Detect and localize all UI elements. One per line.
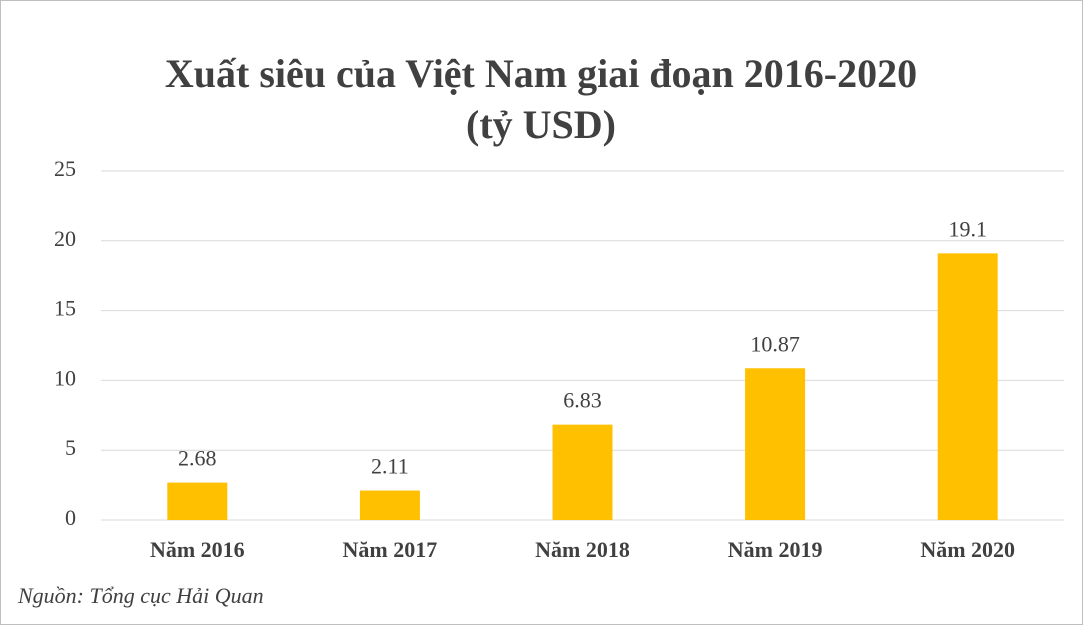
chart-title: Xuất siêu của Việt Nam giai đoạn 2016-20…	[165, 51, 917, 96]
x-tick-label: Năm 2020	[920, 537, 1015, 562]
x-tick-label: Năm 2016	[150, 537, 245, 562]
y-tick-label: 20	[54, 226, 76, 251]
chart-title: (tỷ USD)	[466, 102, 616, 147]
x-tick-label: Năm 2017	[343, 537, 438, 562]
y-tick-label: 0	[65, 505, 76, 530]
x-tick-label: Năm 2019	[728, 537, 823, 562]
x-tick-label: Năm 2018	[535, 537, 630, 562]
data-label: 10.87	[750, 331, 800, 356]
bar	[745, 368, 806, 520]
data-label: 6.83	[563, 388, 602, 413]
data-label: 2.68	[178, 446, 217, 471]
y-tick-label: 15	[54, 296, 76, 321]
bar	[167, 482, 228, 520]
source-note: Nguồn: Tổng cục Hải Quan	[17, 583, 264, 608]
bar	[359, 490, 420, 520]
data-label: 19.1	[948, 216, 987, 241]
y-tick-label: 5	[65, 435, 76, 460]
y-tick-label: 10	[54, 365, 76, 390]
y-tick-label: 25	[54, 156, 76, 181]
bar	[552, 424, 613, 520]
bar	[937, 253, 998, 520]
data-label: 2.11	[371, 454, 409, 479]
